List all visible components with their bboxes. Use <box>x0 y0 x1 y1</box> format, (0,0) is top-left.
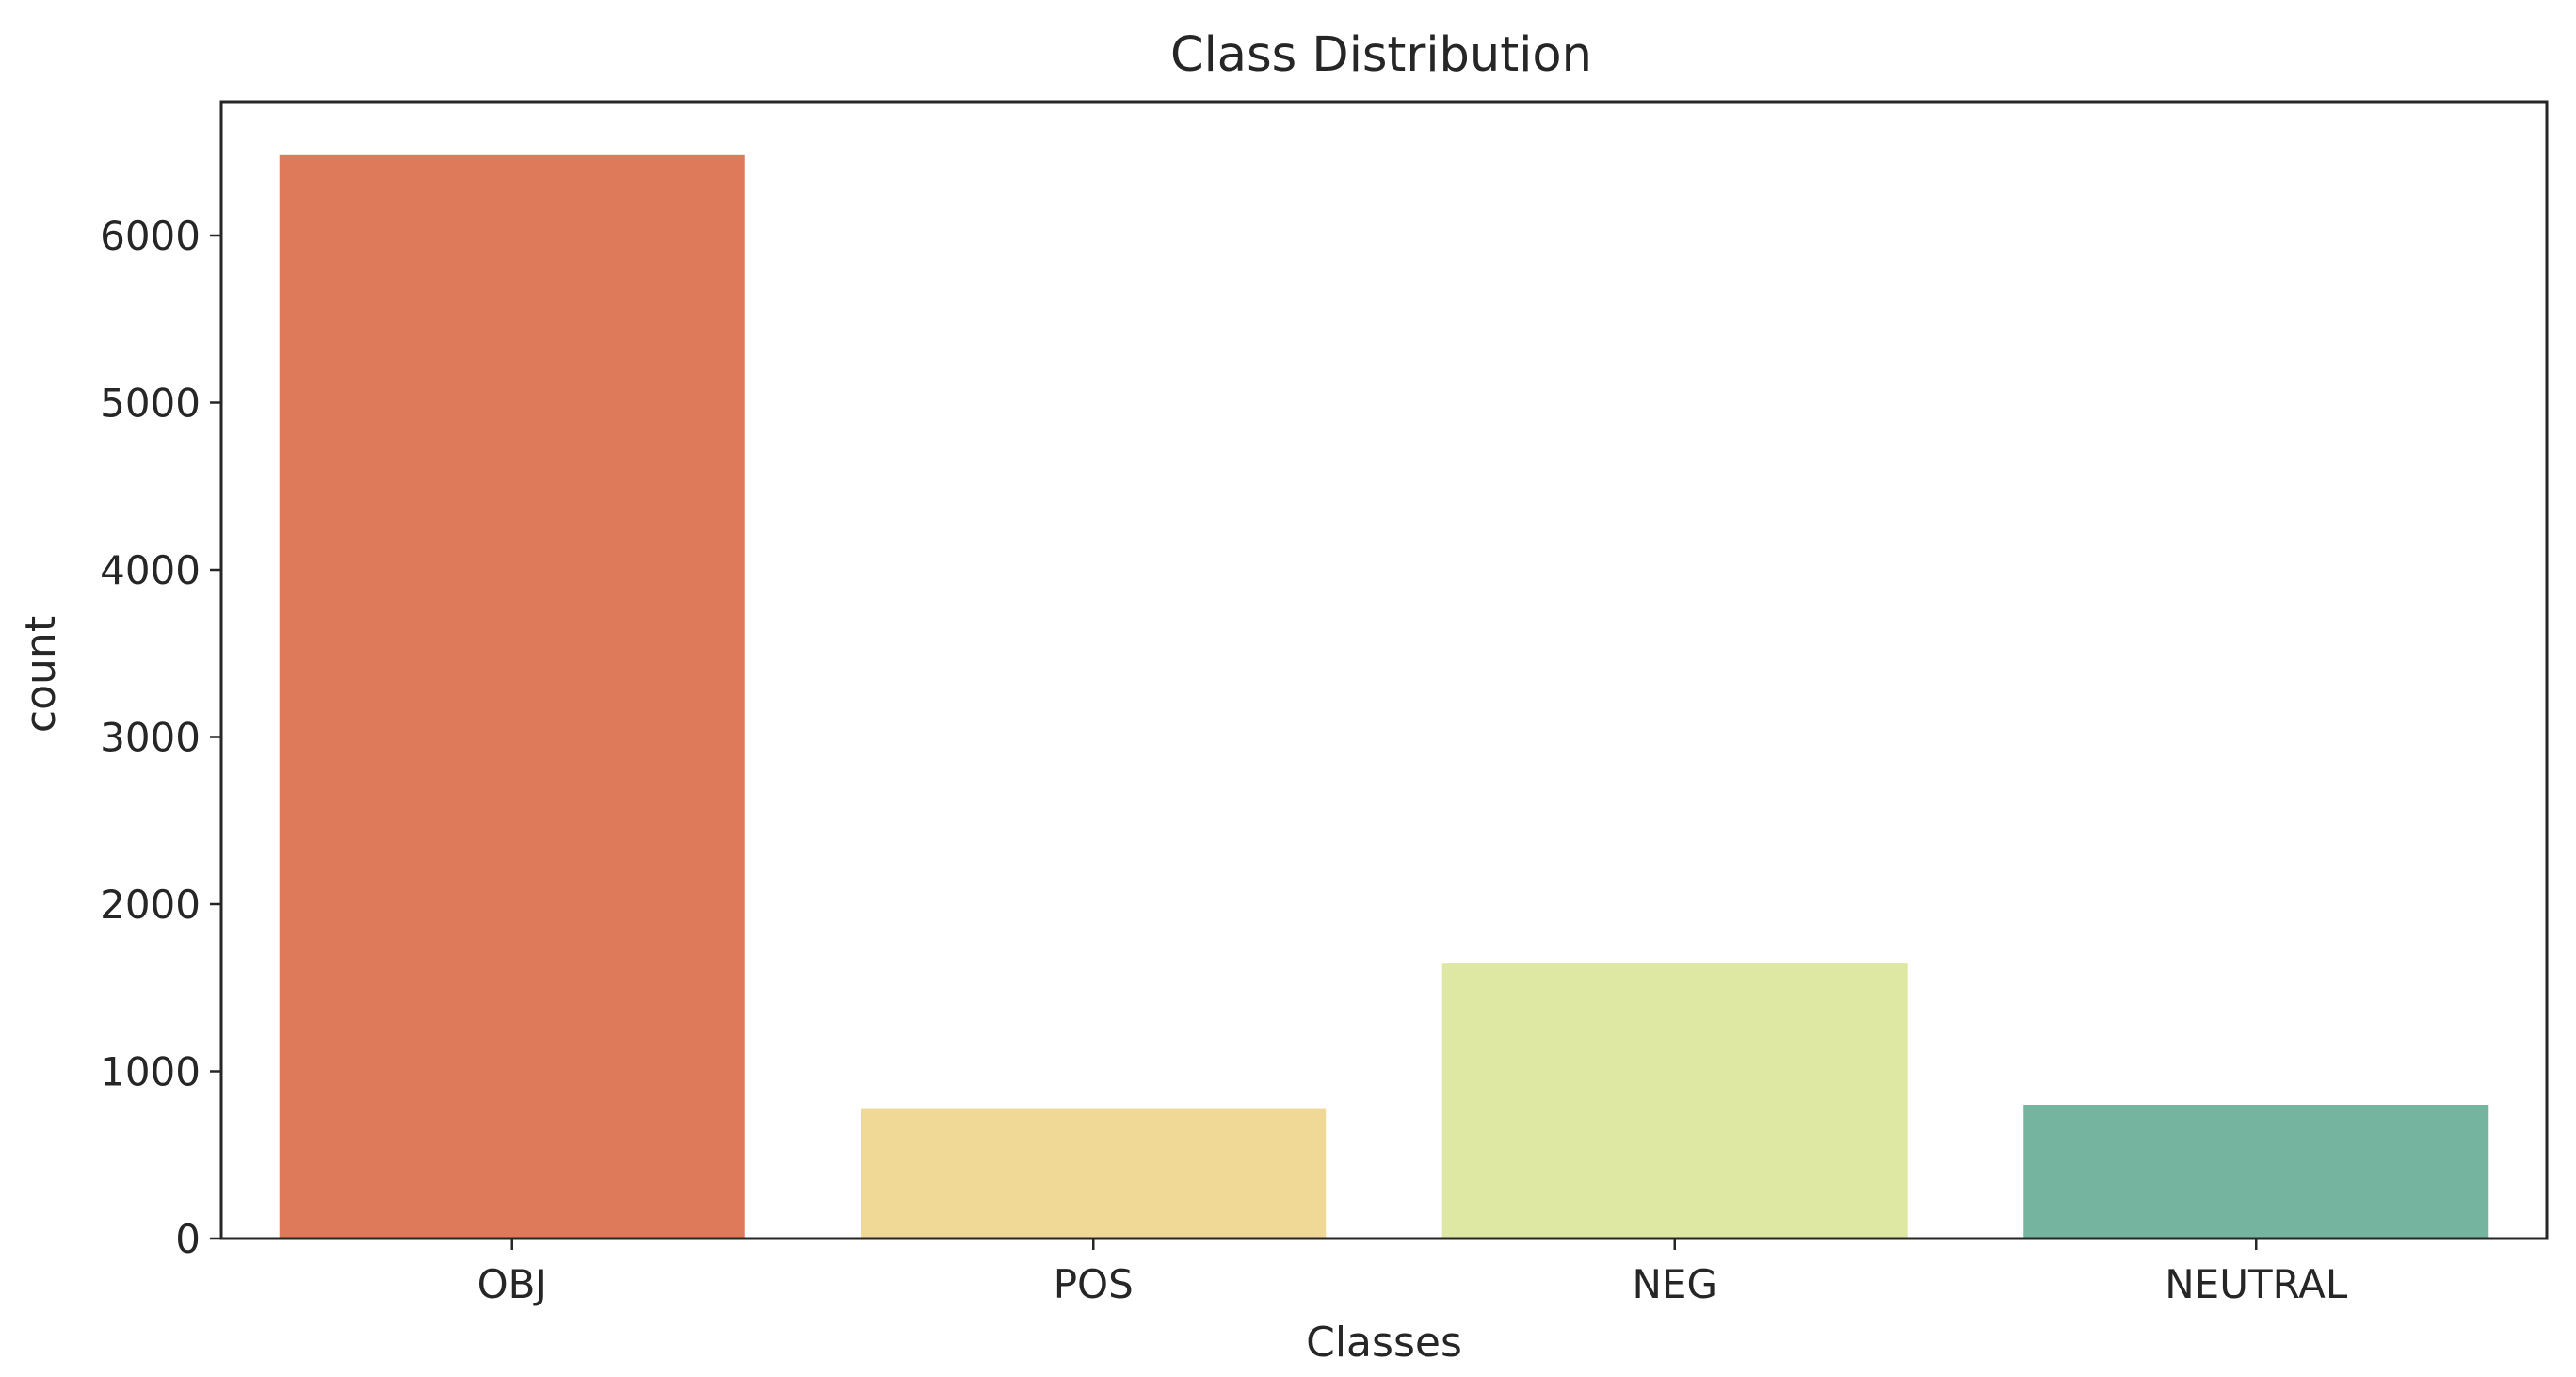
y-axis-label: count <box>17 616 65 733</box>
bar-neutral <box>2023 1105 2489 1239</box>
y-axis-ticks: 0 1000 2000 3000 4000 5000 6000 <box>100 213 221 1262</box>
y-tick-label-0: 0 <box>175 1216 201 1262</box>
bar-obj <box>279 154 745 1239</box>
x-axis-label: Classes <box>1306 1319 1462 1367</box>
y-tick-label-2000: 2000 <box>100 882 201 928</box>
y-tick-label-6000: 6000 <box>100 213 201 259</box>
bar-pos <box>861 1108 1327 1239</box>
y-tick-label-3000: 3000 <box>100 715 201 761</box>
bars-group <box>279 154 2489 1239</box>
y-tick-label-5000: 5000 <box>100 381 201 427</box>
y-tick-label-1000: 1000 <box>100 1049 201 1095</box>
x-tick-label-neutral: NEUTRAL <box>2165 1261 2348 1307</box>
x-axis-ticks: OBJ POS NEG NEUTRAL <box>477 1239 2348 1307</box>
bar-neg <box>1441 963 1908 1239</box>
plot-frame <box>219 100 2549 1240</box>
chart-title: Class Distribution <box>1170 27 1592 83</box>
x-tick-label-neg: NEG <box>1632 1261 1717 1307</box>
x-tick-label-pos: POS <box>1054 1261 1134 1307</box>
x-tick-label-obj: OBJ <box>477 1261 547 1307</box>
y-tick-label-4000: 4000 <box>100 547 201 593</box>
